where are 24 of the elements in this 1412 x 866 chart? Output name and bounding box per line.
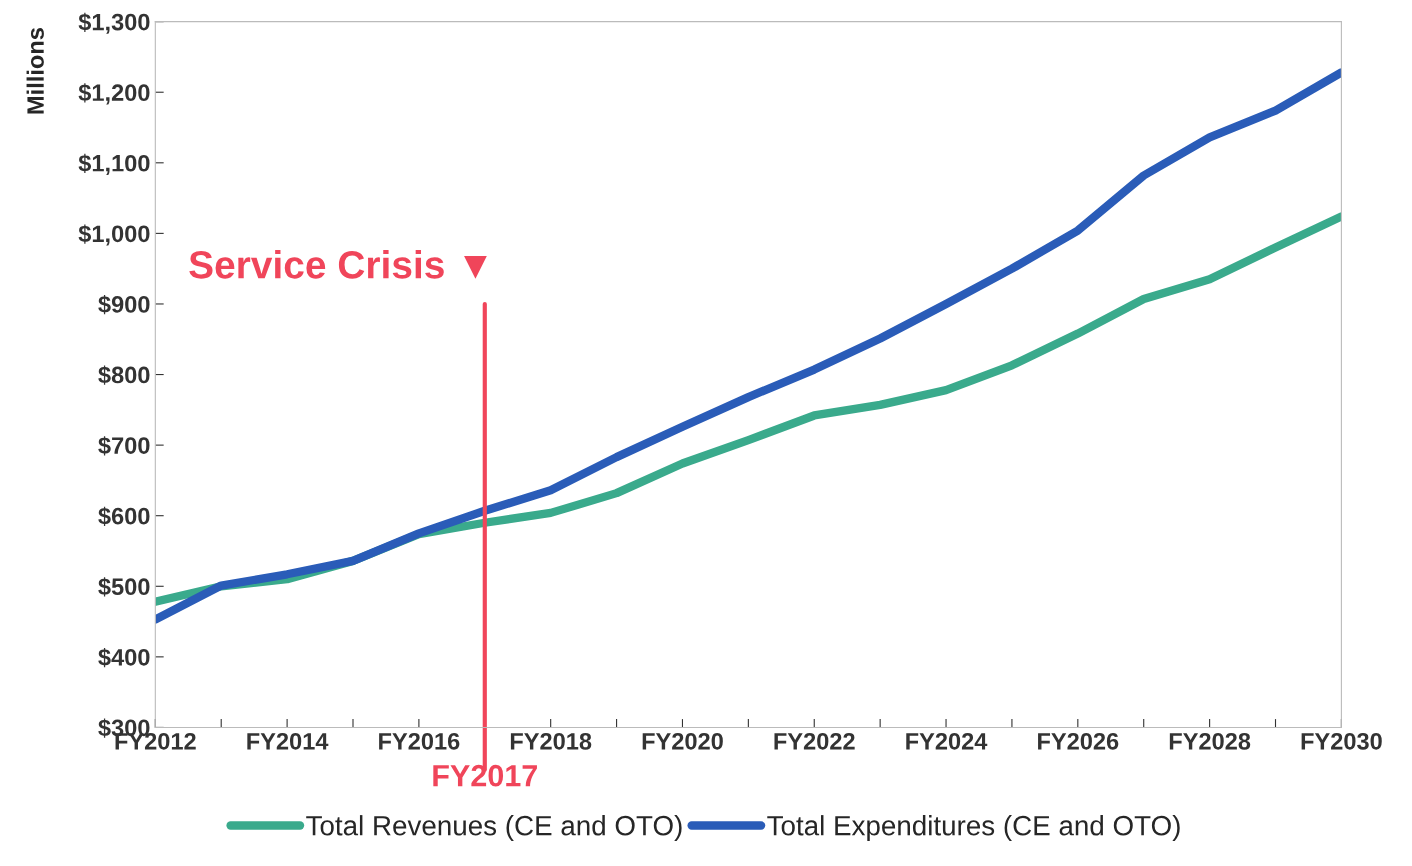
annotation: Service Crisis ▼ [189, 250, 487, 279]
y-tick-label: $600 [98, 506, 150, 527]
x-tick-label: FY2028 [1169, 732, 1251, 750]
y-axis-title: Millions [26, 28, 44, 114]
x-tick-label: FY2030 [1301, 732, 1382, 750]
x-tick-label: FY2016 [379, 732, 460, 750]
x-tick-label: FY2014 [247, 732, 329, 750]
legend-label: Total Expenditures (CE and OTO) [767, 815, 1180, 841]
y-tick-label: $1,000 [78, 224, 150, 246]
x-tick-label: FY2018 [510, 732, 592, 750]
x-tick-label: FY2026 [1038, 732, 1119, 750]
y-tick-label: $1,100 [78, 153, 150, 176]
x-tick-label: FY2024 [906, 732, 988, 750]
x-tick-label: FY2020 [642, 732, 723, 750]
y-tick-label: $1,300 [78, 12, 150, 34]
x-tick-label: FY2022 [774, 732, 855, 750]
y-tick-label: $1,200 [78, 83, 150, 105]
y-tick-label: $900 [98, 295, 150, 315]
y-tick-label: $500 [98, 577, 150, 597]
y-tick-label: $400 [98, 647, 150, 668]
legend-label: Total Revenues (CE and OTO) [306, 815, 682, 841]
y-tick-label: $800 [98, 365, 150, 385]
y-tick-label: $700 [98, 436, 150, 456]
x-tick-label: FY2017 [433, 764, 537, 787]
